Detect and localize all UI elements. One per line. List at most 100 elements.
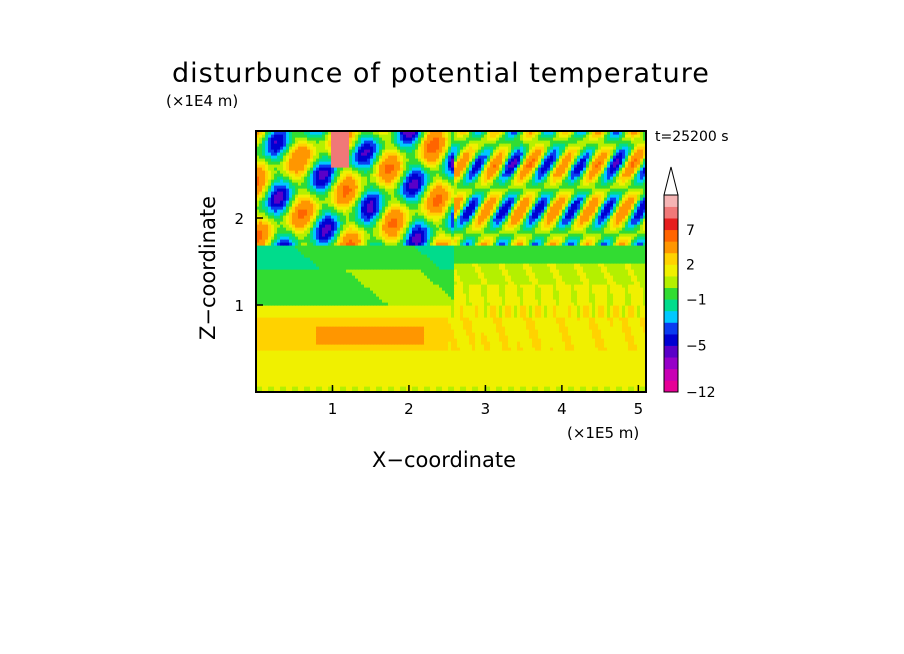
- field-cell: [640, 365, 644, 369]
- field-cell: [556, 317, 560, 321]
- field-cell: [631, 323, 635, 327]
- field-cell: [340, 302, 344, 306]
- field-cell: [628, 335, 632, 339]
- field-cell: [427, 287, 431, 291]
- field-cell: [265, 338, 269, 342]
- field-cell: [391, 281, 395, 285]
- field-cell: [274, 302, 278, 306]
- field-cell: [292, 308, 296, 312]
- field-cell: [634, 314, 638, 318]
- field-cell: [397, 287, 401, 291]
- field-cell: [286, 284, 290, 288]
- field-cell: [262, 338, 266, 342]
- field-cell: [478, 383, 482, 387]
- field-cell: [319, 284, 323, 288]
- field-cell: [316, 374, 320, 378]
- field-cell: [589, 383, 593, 387]
- field-cell: [370, 278, 374, 282]
- field-cell: [310, 374, 314, 378]
- field-cell: [439, 329, 443, 333]
- field-cell: [460, 335, 464, 339]
- field-cell: [388, 383, 392, 387]
- field-cell: [568, 359, 572, 363]
- field-cell: [433, 371, 437, 375]
- field-cell: [550, 374, 554, 378]
- field-cell: [340, 308, 344, 312]
- field-cell: [484, 308, 488, 312]
- field-cell: [616, 284, 620, 288]
- field-cell: [544, 305, 548, 309]
- field-cell: [358, 275, 362, 279]
- field-cell: [322, 341, 326, 345]
- field-cell: [520, 293, 524, 297]
- field-cell: [406, 359, 410, 363]
- field-cell: [415, 347, 419, 351]
- field-cell: [415, 323, 419, 327]
- field-cell: [547, 287, 551, 291]
- field-cell: [451, 311, 455, 315]
- field-cell: [424, 281, 428, 285]
- field-cell: [436, 317, 440, 321]
- field-cell: [562, 290, 566, 294]
- field-cell: [313, 302, 317, 306]
- field-cell: [607, 320, 611, 324]
- field-cell: [553, 344, 557, 348]
- field-cell: [520, 338, 524, 342]
- field-cell: [580, 365, 584, 369]
- field-cell: [640, 359, 644, 363]
- field-cell: [508, 365, 512, 369]
- field-cell: [487, 323, 491, 327]
- field-cell: [355, 368, 359, 372]
- field-cell: [313, 374, 317, 378]
- field-cell: [559, 317, 563, 321]
- field-cell: [541, 299, 545, 303]
- field-cell: [304, 368, 308, 372]
- field-cell: [589, 278, 593, 282]
- field-cell: [358, 389, 362, 392]
- field-cell: [541, 293, 545, 297]
- field-cell: [481, 329, 485, 333]
- field-cell: [469, 287, 473, 291]
- field-cell: [325, 287, 329, 291]
- field-cell: [595, 347, 599, 351]
- field-cell: [517, 332, 521, 336]
- field-cell: [556, 368, 560, 372]
- field-cell: [394, 278, 398, 282]
- field-cell: [274, 314, 278, 318]
- field-cell: [307, 380, 311, 384]
- field-cell: [514, 293, 518, 297]
- field-cell: [628, 377, 632, 381]
- field-cell: [262, 389, 266, 392]
- field-cell: [502, 365, 506, 369]
- field-cell: [262, 326, 266, 330]
- field-cell: [478, 380, 482, 384]
- field-cell: [370, 386, 374, 390]
- field-cell: [409, 308, 413, 312]
- field-cell: [361, 350, 365, 354]
- field-cell: [349, 341, 353, 345]
- field-cell: [532, 359, 536, 363]
- field-cell: [472, 344, 476, 348]
- field-cell: [508, 278, 512, 282]
- field-cell: [316, 338, 320, 342]
- field-cell: [430, 278, 434, 282]
- field-cell: [481, 284, 485, 288]
- field-cell: [304, 317, 308, 321]
- field-cell: [271, 275, 275, 279]
- field-cell: [484, 287, 488, 291]
- field-cell: [397, 341, 401, 345]
- field-cell: [499, 374, 503, 378]
- field-cell: [283, 311, 287, 315]
- field-cell: [301, 359, 305, 363]
- field-cell: [520, 371, 524, 375]
- field-cell: [526, 308, 530, 312]
- field-cell: [517, 308, 521, 312]
- field-cell: [490, 341, 494, 345]
- field-cell: [475, 380, 479, 384]
- field-cell: [529, 329, 533, 333]
- field-cell: [502, 359, 506, 363]
- field-cell: [274, 353, 278, 357]
- field-cell: [343, 347, 347, 351]
- field-cell: [409, 275, 413, 279]
